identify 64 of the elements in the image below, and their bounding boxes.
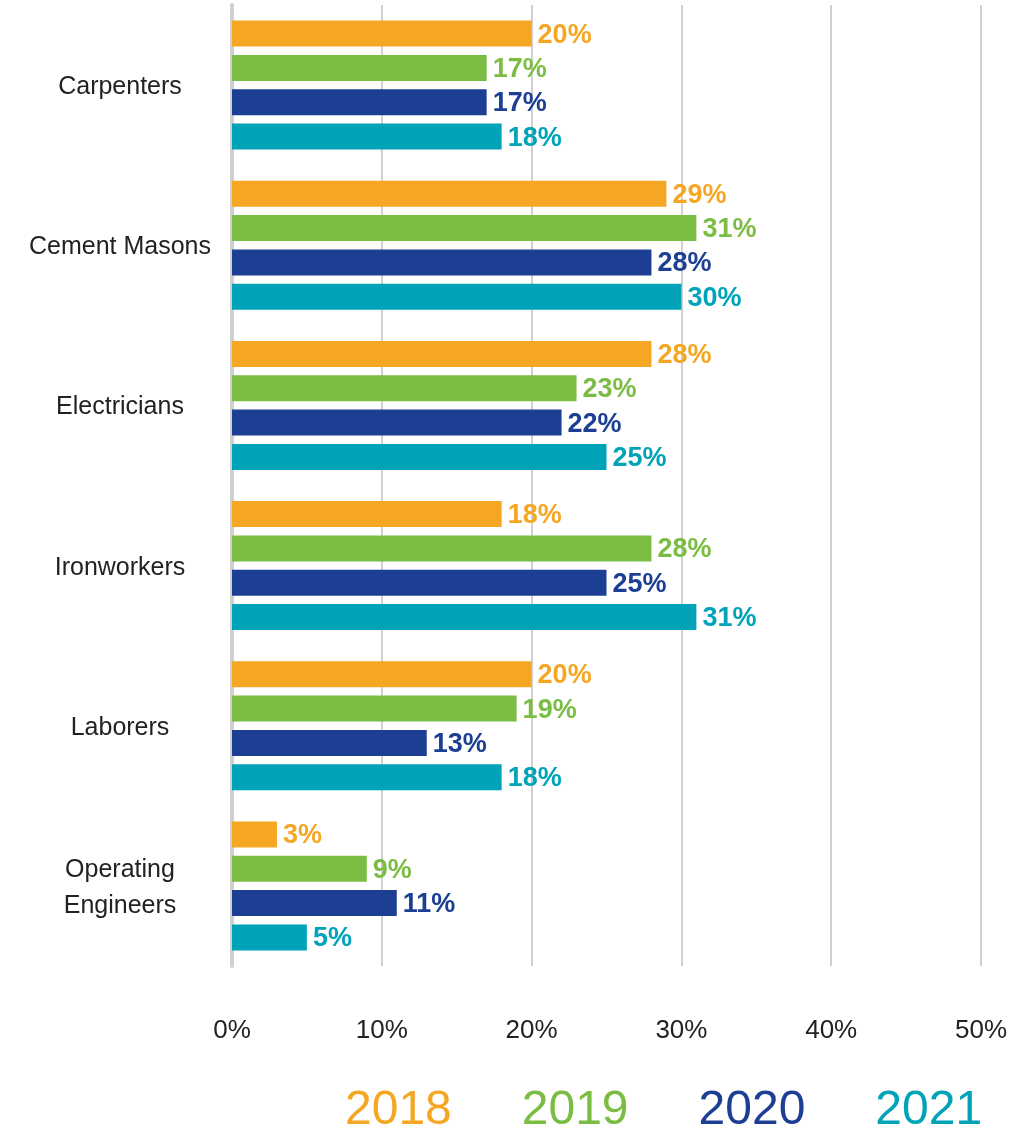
bar <box>232 123 502 150</box>
bar <box>232 375 577 402</box>
data-label: 28% <box>657 338 712 369</box>
bar <box>232 661 532 688</box>
y-tick-label: Carpenters <box>58 71 182 100</box>
bar <box>232 604 697 631</box>
bar <box>232 501 502 528</box>
text: 2021 <box>875 1080 983 1134</box>
data-label: 29% <box>672 178 727 209</box>
bar <box>232 20 532 47</box>
data-label: 25% <box>612 441 667 472</box>
bar <box>232 215 697 242</box>
x-tick-label: 10% <box>355 1014 408 1044</box>
data-label: 13% <box>432 727 487 758</box>
data-label: 18% <box>507 762 562 793</box>
data-label: 30% <box>687 281 742 312</box>
data-label: 18% <box>507 499 562 530</box>
bar <box>232 340 652 367</box>
data-label: 17% <box>492 52 547 83</box>
text: 2018 <box>345 1080 452 1134</box>
data-label: 31% <box>702 602 757 633</box>
text: 2020 <box>698 1080 806 1134</box>
bar <box>232 443 607 470</box>
y-tick-label: Operating Engineers <box>63 853 177 918</box>
data-label: 19% <box>522 693 577 724</box>
bar <box>232 409 562 436</box>
bar <box>232 695 517 722</box>
bar <box>232 569 607 596</box>
data-label: 25% <box>612 567 667 598</box>
bar <box>232 890 397 917</box>
x-tick-label: 50% <box>954 1014 1008 1044</box>
text: 2019 <box>521 1080 629 1134</box>
bar <box>232 821 277 848</box>
bar <box>232 180 667 207</box>
bar <box>232 855 367 882</box>
data-label: 18% <box>507 121 562 152</box>
data-label: 11% <box>402 888 456 919</box>
data-label: 23% <box>582 373 637 404</box>
y-tick-label: Electricians <box>56 391 184 420</box>
data-label: 17% <box>492 87 547 118</box>
data-label: 31% <box>702 213 757 244</box>
x-tick-label: 20% <box>505 1014 558 1044</box>
bar <box>232 924 307 951</box>
x-tick-label: 0% <box>213 1014 251 1044</box>
data-label: 9% <box>372 853 412 884</box>
x-tick-label: 40% <box>805 1014 858 1044</box>
bar <box>232 89 487 116</box>
data-label: 3% <box>282 819 322 850</box>
bar <box>232 535 652 562</box>
y-tick-label: Cement Masons <box>28 231 212 260</box>
data-label: 20% <box>537 18 592 49</box>
data-label: 28% <box>657 247 712 278</box>
bar <box>232 54 487 81</box>
data-label: 20% <box>537 659 592 690</box>
y-tick-label: Ironworkers <box>54 551 186 580</box>
y-tick-label: Laborers <box>70 711 170 740</box>
bar <box>232 729 427 756</box>
bar <box>232 283 682 310</box>
data-label: 22% <box>567 407 622 438</box>
bar <box>232 764 502 791</box>
x-tick-label: 30% <box>655 1014 708 1044</box>
data-label: 5% <box>312 922 352 953</box>
data-label: 28% <box>657 533 712 564</box>
bar <box>232 249 652 276</box>
